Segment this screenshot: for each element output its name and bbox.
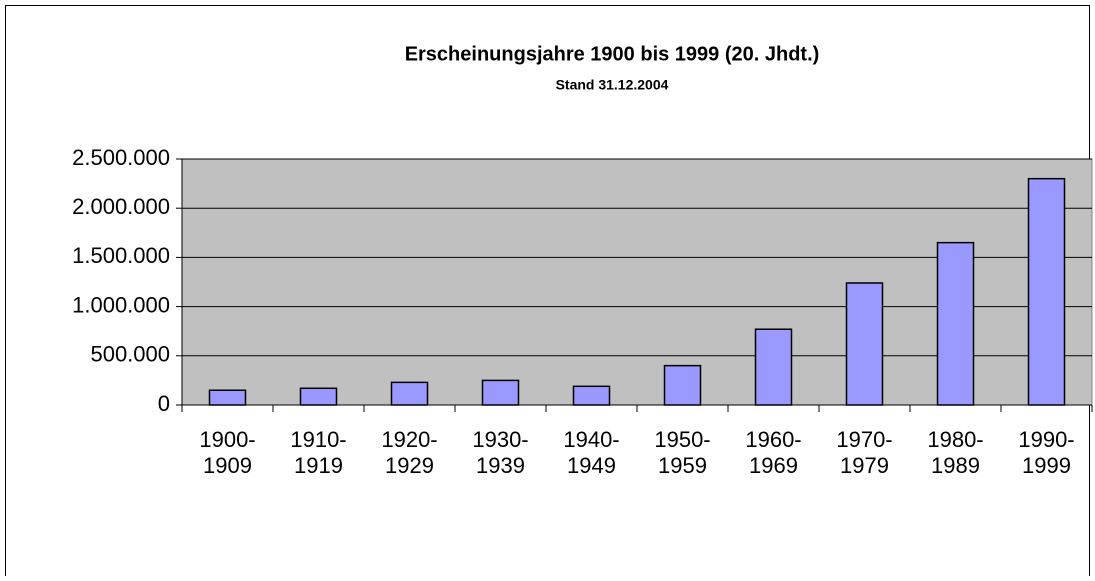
x-tick-label: 1910-1919	[290, 427, 347, 478]
x-tick-label-box: 1940-1949	[563, 427, 620, 478]
x-tick-label-box: 1920-1929	[381, 427, 438, 478]
x-tick-label-box: 1910-1919	[290, 427, 347, 478]
y-tick-label: 2.500.000	[72, 145, 170, 170]
bar	[663, 364, 702, 406]
x-tick-label-box: 1950-1959	[654, 427, 711, 478]
x-tick-label-box: 1990-1999	[1018, 427, 1075, 478]
y-tick-label: 500.000	[90, 342, 170, 367]
x-tick-label-box: 1970-1979	[836, 427, 893, 478]
bar	[754, 328, 793, 406]
x-tick-label: 1960-1969	[745, 427, 802, 478]
x-tick-label: 1900-1909	[199, 427, 256, 478]
x-tick-label: 1930-1939	[472, 427, 529, 478]
bar	[572, 385, 611, 406]
bar	[845, 282, 884, 406]
x-tick-label: 1920-1929	[381, 427, 438, 478]
y-tick-label: 2.000.000	[72, 194, 170, 219]
x-tick-label-box: 1960-1969	[745, 427, 802, 478]
chart-subtitle: Stand 31.12.2004	[556, 77, 669, 93]
x-tick-label: 1950-1959	[654, 427, 711, 478]
bar	[1027, 177, 1066, 406]
y-tick-label: 0	[158, 391, 170, 416]
bar	[481, 379, 520, 406]
x-tick-label: 1980-1989	[927, 427, 984, 478]
bar	[390, 381, 429, 406]
chart-title: Erscheinungsjahre 1900 bis 1999 (20. Jhd…	[405, 43, 820, 65]
x-tick-label-box: 1930-1939	[472, 427, 529, 478]
bar	[936, 241, 975, 406]
bar	[299, 387, 338, 406]
bar	[208, 389, 247, 406]
x-tick-label: 1970-1979	[836, 427, 893, 478]
y-tick-label: 1.000.000	[72, 292, 170, 317]
x-tick-label: 1990-1999	[1018, 427, 1075, 478]
x-tick-label: 1940-1949	[563, 427, 620, 478]
x-tick-label-box: 1900-1909	[199, 427, 256, 478]
x-tick-label-box: 1980-1989	[927, 427, 984, 478]
y-tick-label: 1.500.000	[72, 243, 170, 268]
